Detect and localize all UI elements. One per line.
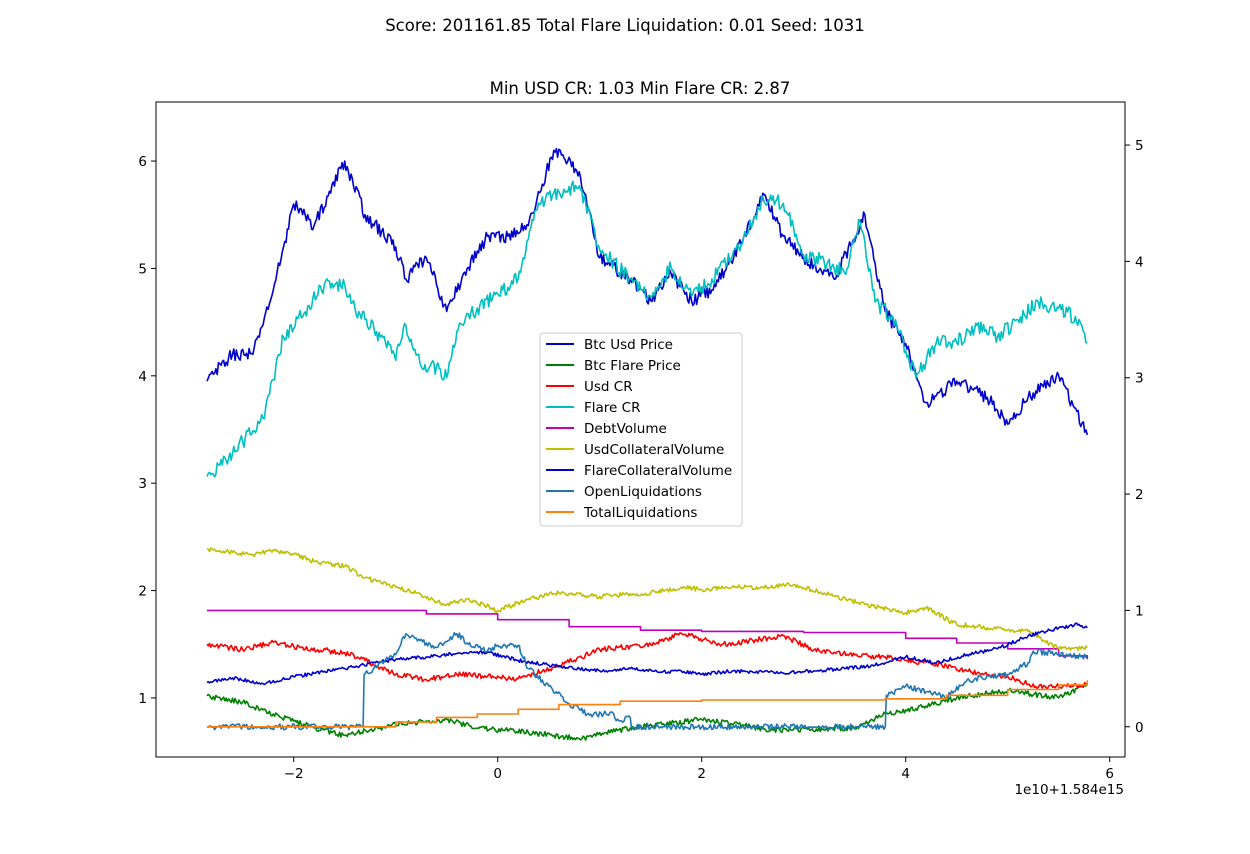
legend: Btc Usd Price Btc Flare Price Usd CR Flare … <box>539 332 743 527</box>
legend-label: TotalLiquidations <box>583 505 697 521</box>
y-right-tick-label: 5 <box>1135 138 1144 154</box>
series-line-debtvolume <box>207 609 1089 660</box>
y-right-tick-label: 0 <box>1135 720 1144 736</box>
y-left-tick-label: 6 <box>138 154 147 170</box>
y-right-tick-label: 4 <box>1135 254 1144 270</box>
y-left-tick-label: 1 <box>138 691 147 707</box>
plot-area <box>206 147 1089 741</box>
y-left-tick-label: 3 <box>138 476 147 492</box>
legend-label: DebtVolume <box>584 421 667 437</box>
plot-frame <box>155 101 1126 758</box>
y-left-tick-label: 5 <box>138 261 147 277</box>
suptitle: Score: 201161.85 Total Flare Liquidation… <box>385 16 865 35</box>
legend-label: Flare CR <box>584 400 640 416</box>
y-left-tick-label: 4 <box>138 369 147 385</box>
y-right-tick-label: 2 <box>1135 487 1144 503</box>
series-line-flare-cr <box>206 180 1088 478</box>
x-offset-label: 1e10+1.584e15 <box>1014 782 1124 798</box>
series-line-btc-usd-price <box>206 147 1089 436</box>
series-line-usdcollateralvolume <box>206 547 1088 651</box>
y-right-tick-label: 3 <box>1135 371 1144 387</box>
series-line-totalliquidations <box>207 680 1089 728</box>
legend-label: OpenLiquidations <box>584 484 702 500</box>
series-line-flarecollateralvolume <box>206 622 1088 686</box>
y-right-tick-label: 1 <box>1135 603 1144 619</box>
y-left-tick-label: 2 <box>138 584 147 600</box>
axes: −2 0 2 4 6 1 2 3 4 5 6 0 1 2 3 4 5 <box>138 101 1144 782</box>
x-tick-label: 4 <box>901 766 910 782</box>
legend-label: Btc Flare Price <box>584 358 681 374</box>
legend-label: Btc Usd Price <box>584 337 673 353</box>
x-tick-label: −2 <box>284 766 304 782</box>
legend-label: UsdCollateralVolume <box>584 442 724 458</box>
x-tick-label: 2 <box>697 766 706 782</box>
legend-box <box>539 332 743 527</box>
legend-label: FlareCollateralVolume <box>584 463 732 479</box>
series-line-btc-flare-price <box>206 683 1088 741</box>
x-tick-label: 6 <box>1105 766 1114 782</box>
x-tick-label: 0 <box>493 766 502 782</box>
series-line-usd-cr <box>206 632 1088 690</box>
chart-title: Min USD CR: 1.03 Min Flare CR: 2.87 <box>490 79 791 98</box>
series-line-openliquidations <box>206 631 1088 731</box>
legend-label: Usd CR <box>584 379 633 395</box>
